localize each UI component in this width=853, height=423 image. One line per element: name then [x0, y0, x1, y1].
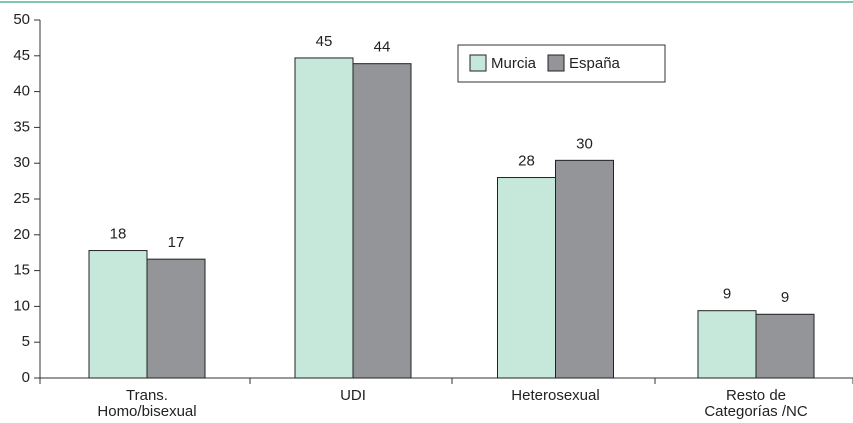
- y-tick-label: 10: [13, 297, 30, 314]
- y-tick-label: 5: [22, 333, 30, 350]
- y-tick-label: 35: [13, 118, 30, 135]
- y-tick-label: 25: [13, 190, 30, 207]
- y-tick-label: 0: [22, 369, 30, 386]
- legend-swatch: [547, 54, 565, 72]
- y-tick-label: 45: [13, 47, 30, 64]
- value-label: 44: [374, 39, 391, 56]
- x-tick-label: Trans. Homo/bisexual: [97, 387, 196, 420]
- y-tick-label: 40: [13, 83, 30, 100]
- bar: [697, 310, 757, 379]
- value-label: 17: [168, 234, 185, 251]
- y-tick-label: 20: [13, 226, 30, 243]
- legend-label: España: [569, 55, 621, 72]
- bar: [497, 177, 556, 379]
- legend-swatch: [469, 54, 487, 72]
- bar: [352, 63, 412, 379]
- y-tick-label: 50: [13, 11, 30, 28]
- bar: [294, 57, 354, 379]
- legend-label: Murcia: [491, 55, 537, 72]
- value-label: 45: [316, 33, 333, 50]
- y-tick-label: 15: [13, 262, 30, 279]
- bar: [755, 313, 815, 379]
- value-label: 30: [576, 135, 593, 152]
- value-label: 9: [781, 289, 789, 306]
- x-tick-label: Heterosexual: [511, 387, 599, 404]
- x-tick-label: Resto de Categorías /NC: [704, 387, 808, 420]
- bar: [88, 250, 148, 379]
- value-label: 28: [518, 152, 535, 169]
- bar: [555, 159, 614, 379]
- x-tick-label: UDI: [340, 387, 366, 404]
- value-label: 9: [723, 286, 731, 303]
- y-tick-label: 30: [13, 154, 30, 171]
- bar: [146, 258, 206, 379]
- value-label: 18: [110, 226, 127, 243]
